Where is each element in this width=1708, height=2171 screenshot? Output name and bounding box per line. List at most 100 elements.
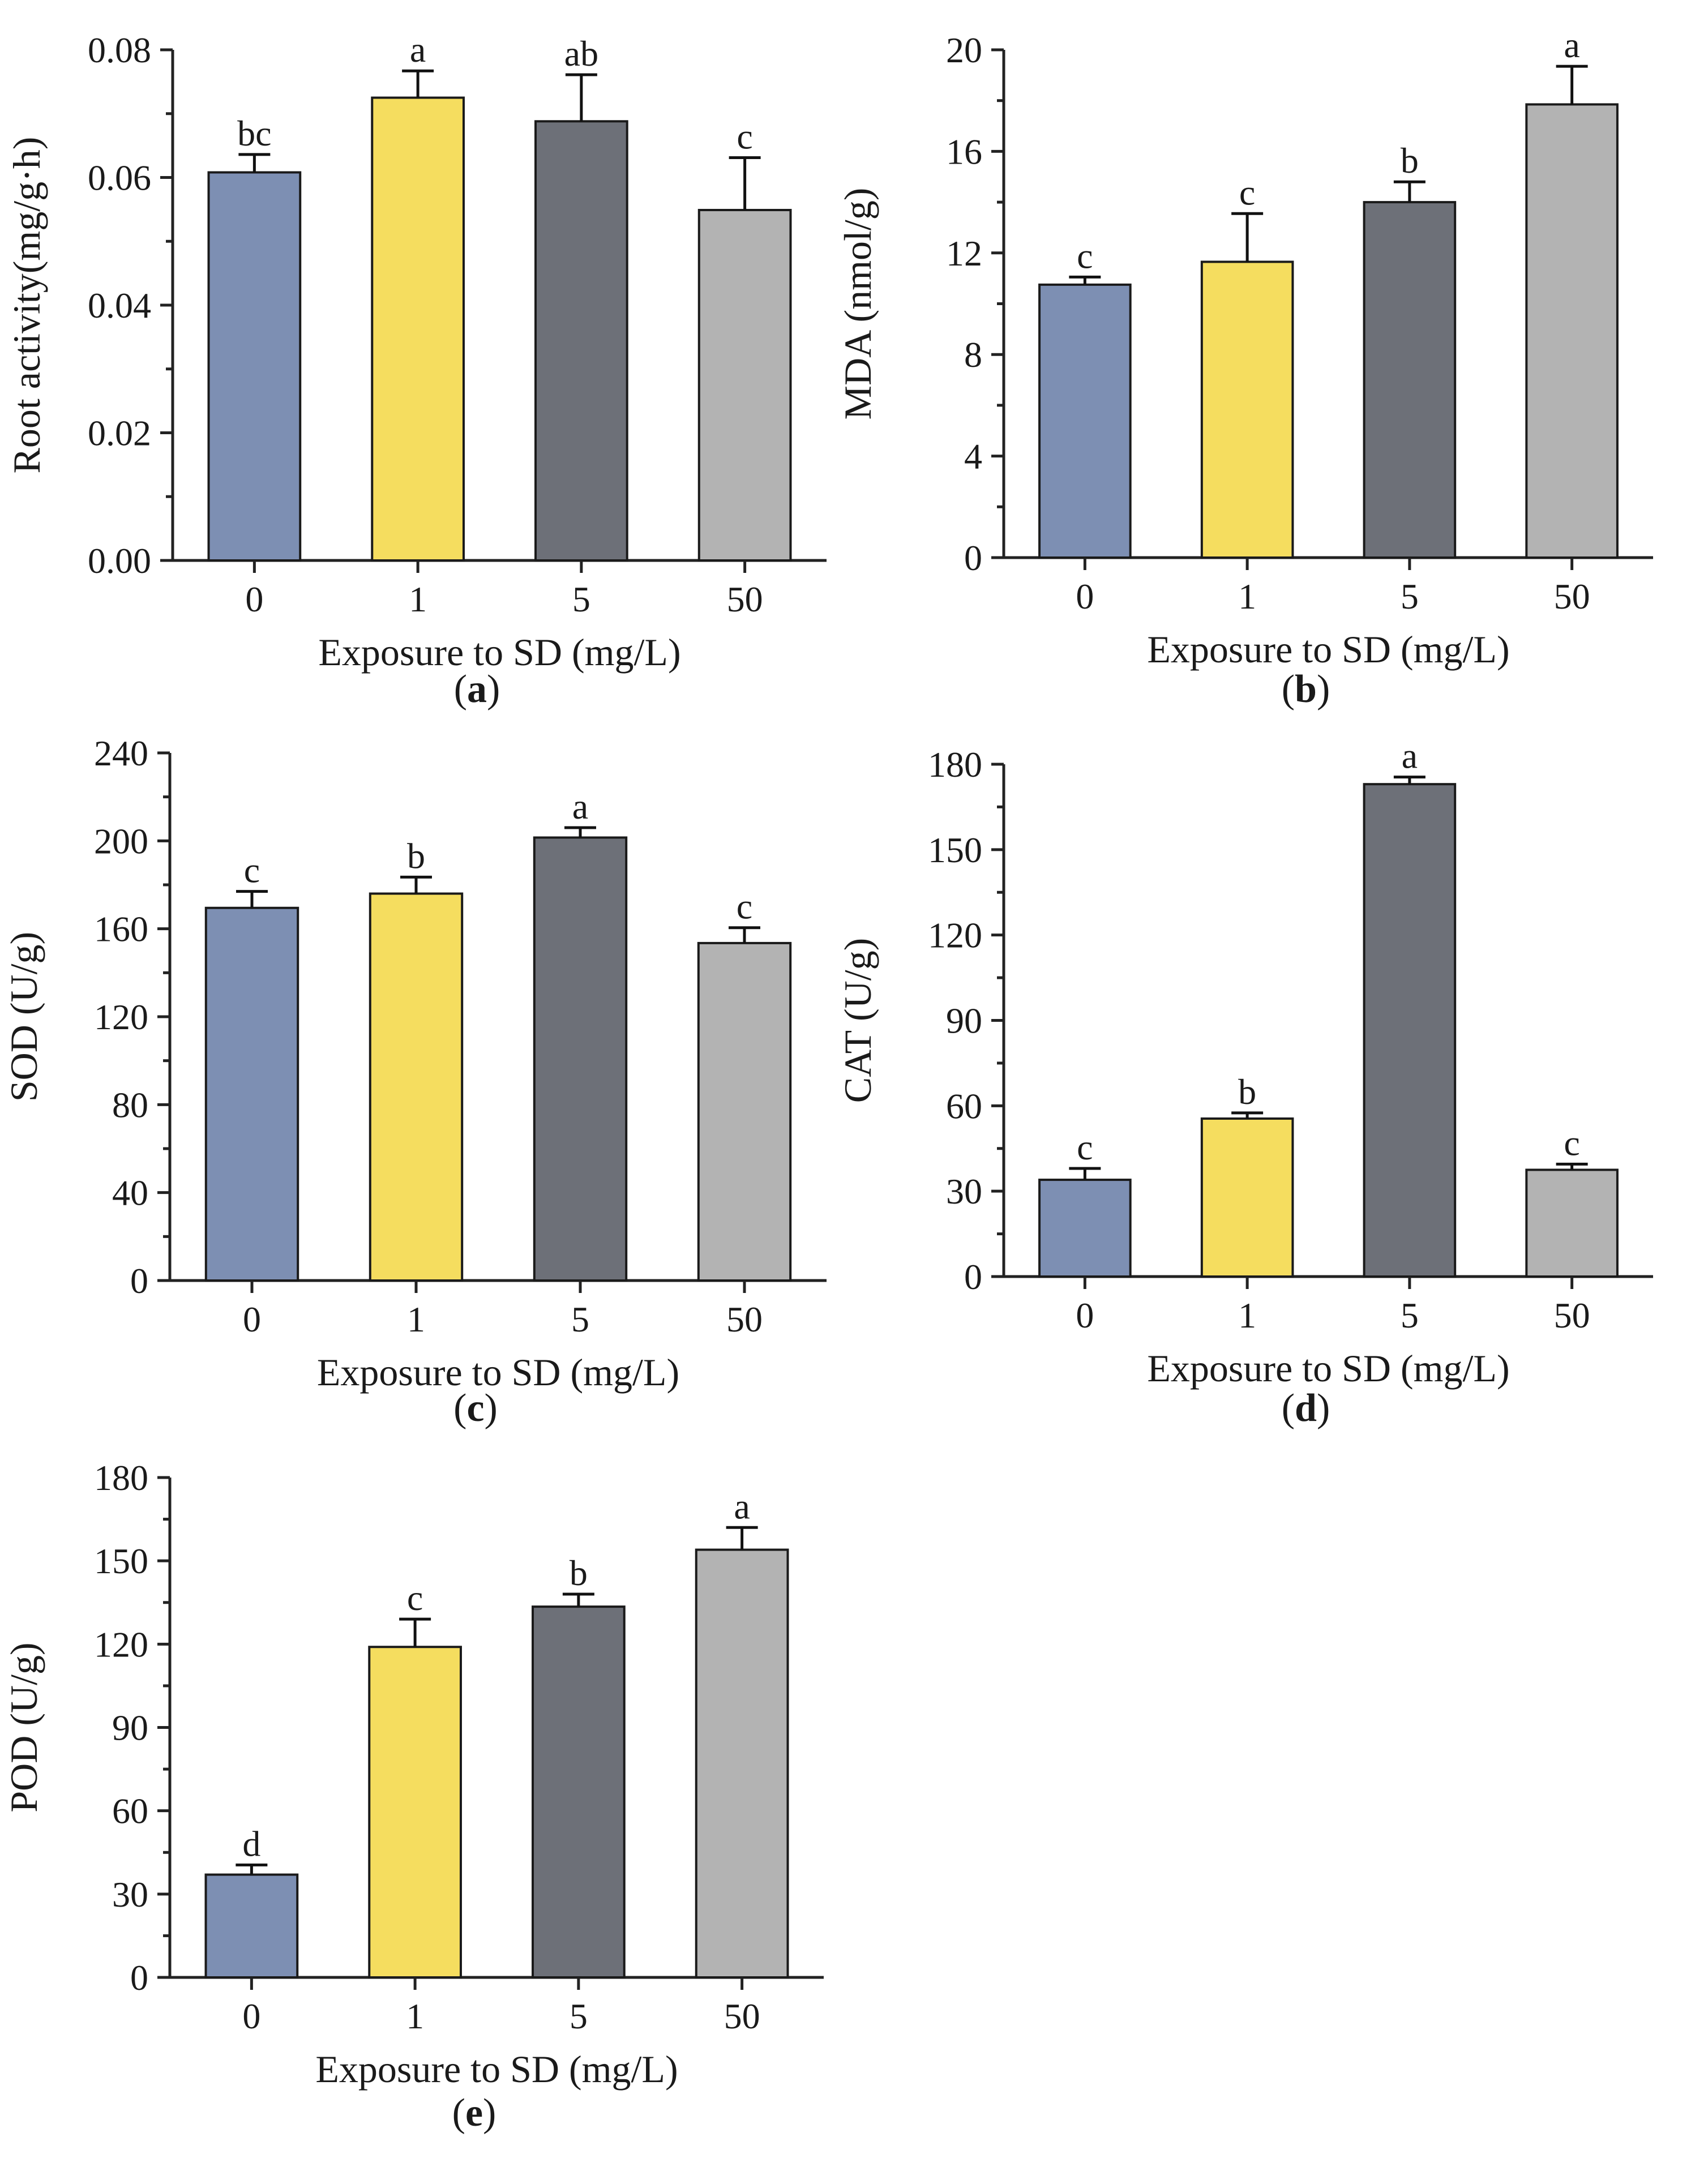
panel-d: 0 30 60 90 120 150 180 CAT (U/g) c 0 b 1 a 5 c 50 Exposu…: [836, 736, 1653, 1430]
y-tick-label: 0.06: [88, 158, 151, 198]
y-tick-label: 30: [112, 1874, 148, 1915]
bar-0: [1038, 1179, 1132, 1278]
caption-letter: b: [1295, 667, 1317, 711]
panel-caption: (a): [454, 667, 500, 711]
significance-letter: a: [1402, 736, 1418, 776]
x-tick-label: 50: [726, 1299, 763, 1339]
significance-letter: c: [1077, 1127, 1093, 1167]
x-tick-label: 5: [571, 1299, 589, 1339]
y-tick-label: 20: [946, 30, 982, 70]
y-tick-label: 60: [946, 1086, 982, 1126]
x-tick-label: 5: [570, 1996, 588, 2036]
significance-letter: c: [244, 850, 260, 890]
y-tick-label: 80: [112, 1085, 148, 1125]
x-tick-label: 50: [1554, 576, 1590, 616]
bar-5: [1363, 783, 1457, 1278]
bar-0: [204, 1873, 299, 1979]
y-tick-label: 0.08: [88, 30, 151, 70]
y-tick-label: 0.00: [88, 541, 151, 581]
panel-a: 0.00 0.02 0.04 0.06 0.08 Root activity(mg/g·h…: [5, 29, 827, 711]
caption-close-paren: ): [1317, 667, 1330, 711]
panel-caption: (c): [453, 1386, 498, 1430]
y-tick-label: 240: [94, 733, 148, 773]
significance-letter: a: [734, 1486, 750, 1526]
significance-letter: c: [737, 887, 752, 927]
y-tick-label: 120: [94, 1624, 148, 1664]
significance-letter: c: [1077, 235, 1093, 276]
x-tick-label: 0: [243, 1299, 261, 1339]
x-axis-label: Exposure to SD (mg/L): [1147, 628, 1509, 671]
significance-letter: a: [410, 29, 426, 70]
x-tick-label: 1: [406, 1996, 424, 2036]
y-axis-label: Root activity(mg/g·h): [5, 137, 48, 474]
x-tick-label: 1: [1238, 576, 1256, 616]
significance-letter: ab: [564, 33, 598, 74]
caption-letter: e: [465, 2091, 483, 2135]
bar-50: [1525, 103, 1619, 559]
panel-b: 0 4 8 12 16 20 MDA (nmol/g) c 0 c 1 b 5 a 50 Exposure t…: [836, 25, 1653, 711]
x-tick-label: 0: [1076, 576, 1094, 616]
y-axis-label: POD (U/g): [2, 1642, 45, 1812]
bar-5: [532, 1605, 626, 1979]
y-tick-label: 12: [946, 233, 982, 273]
y-tick-label: 90: [112, 1708, 148, 1748]
y-tick-label: 60: [112, 1791, 148, 1831]
y-tick-label: 160: [94, 909, 148, 949]
bar-5: [1363, 201, 1457, 559]
significance-letter: c: [407, 1578, 423, 1618]
y-tick-label: 150: [928, 830, 982, 870]
panel-c: 0 40 80 120 160 200 240 SOD (U/g) c 0 b 1 a 5 c 50 Expos…: [2, 733, 827, 1430]
bar-0: [207, 171, 302, 562]
y-axis-label: CAT (U/g): [836, 938, 879, 1103]
x-tick-label: 0: [1076, 1295, 1094, 1335]
y-tick-label: 180: [94, 1458, 148, 1498]
y-tick-label: 0.02: [88, 413, 151, 453]
bar-5: [533, 836, 628, 1282]
panel-caption: (e): [452, 2091, 496, 2135]
panel-caption: (d): [1282, 1386, 1330, 1430]
y-tick-label: 0: [130, 1261, 148, 1301]
bar-5: [534, 120, 628, 562]
caption-open-paren: (: [454, 667, 467, 711]
caption-close-paren: ): [485, 1386, 498, 1430]
caption-close-paren: ): [483, 2091, 496, 2135]
y-axis-label: SOD (U/g): [2, 932, 45, 1102]
x-tick-label: 50: [724, 1996, 760, 2036]
bar-50: [695, 1548, 789, 1979]
significance-letter: d: [242, 1823, 260, 1864]
caption-close-paren: ): [487, 667, 500, 711]
significance-letter: a: [572, 786, 588, 827]
y-tick-label: 0: [964, 538, 982, 578]
y-tick-label: 120: [928, 915, 982, 956]
x-axis-label: Exposure to SD (mg/L): [318, 631, 680, 674]
bar-1: [1200, 1117, 1294, 1278]
bar-1: [368, 1646, 462, 1979]
x-tick-label: 1: [407, 1299, 425, 1339]
caption-letter: c: [466, 1386, 484, 1430]
caption-close-paren: ): [1317, 1386, 1330, 1430]
caption-open-paren: (: [453, 1386, 466, 1430]
significance-letter: c: [1564, 1123, 1579, 1163]
bar-50: [697, 941, 792, 1282]
x-tick-label: 1: [1238, 1295, 1256, 1335]
x-tick-label: 50: [727, 579, 763, 619]
x-tick-label: 0: [245, 579, 263, 619]
x-axis-label: Exposure to SD (mg/L): [1147, 1347, 1509, 1390]
y-tick-label: 0.04: [88, 285, 151, 326]
y-tick-label: 16: [946, 131, 982, 172]
caption-open-paren: (: [1282, 1386, 1295, 1430]
bar-0: [1038, 283, 1132, 559]
y-tick-label: 150: [94, 1541, 148, 1581]
panel-caption: (b): [1282, 667, 1330, 711]
caption-open-paren: (: [452, 2091, 465, 2135]
y-tick-label: 200: [94, 821, 148, 861]
y-tick-label: 30: [946, 1171, 982, 1211]
panel-e: 0 30 60 90 120 150 180 POD (U/g) d 0 c 1 b 5 a 50 Exposu…: [2, 1458, 824, 2135]
bar-50: [1525, 1168, 1619, 1278]
significance-letter: b: [1401, 140, 1419, 181]
y-tick-label: 40: [112, 1173, 148, 1213]
y-tick-label: 8: [964, 335, 982, 375]
caption-letter: d: [1295, 1386, 1317, 1430]
y-tick-label: 90: [946, 1001, 982, 1041]
